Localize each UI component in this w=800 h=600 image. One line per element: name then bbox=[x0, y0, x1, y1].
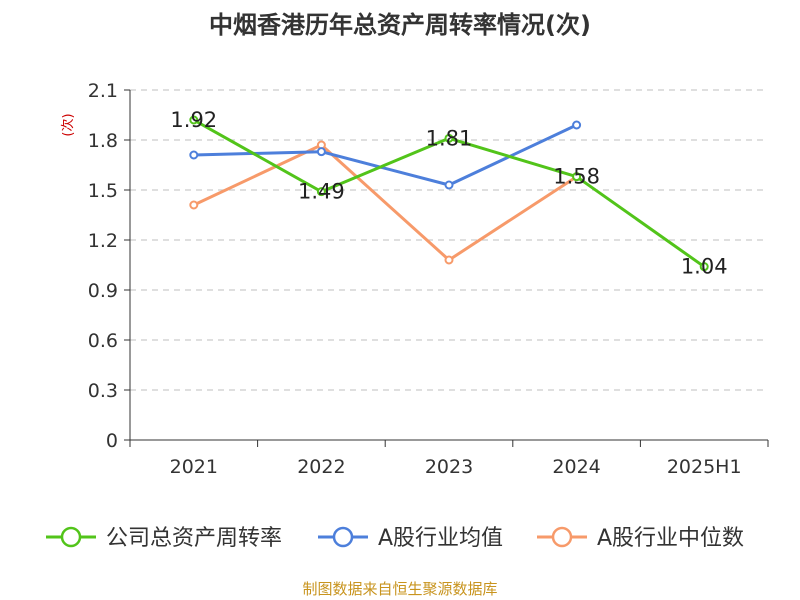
chart-title: 中烟香港历年总资产周转率情况(次) bbox=[209, 11, 591, 39]
x-tick-label: 2021 bbox=[170, 456, 218, 478]
y-tick-label: 1.2 bbox=[88, 230, 118, 252]
data-point bbox=[316, 187, 326, 197]
data-point bbox=[189, 200, 199, 210]
data-point bbox=[444, 133, 454, 143]
source-note: 制图数据来自恒生聚源数据库 bbox=[302, 580, 497, 598]
data-point bbox=[572, 172, 582, 182]
y-tick-label: 0.3 bbox=[88, 380, 118, 402]
data-point bbox=[444, 180, 454, 190]
y-tick-label: 0.6 bbox=[88, 330, 118, 352]
data-label: 1.81 bbox=[426, 126, 473, 150]
x-tick-label: 2022 bbox=[297, 456, 345, 478]
legend-marker bbox=[551, 526, 573, 548]
data-point bbox=[444, 255, 454, 265]
legend-label: A股行业中位数 bbox=[597, 526, 744, 551]
y-tick-label: 0 bbox=[106, 430, 118, 452]
x-tick-label: 2025H1 bbox=[667, 456, 742, 478]
data-point bbox=[316, 147, 326, 157]
data-label: 1.49 bbox=[298, 180, 345, 204]
legend-marker bbox=[60, 526, 82, 548]
x-tick-label: 2023 bbox=[425, 456, 473, 478]
series-lines bbox=[189, 115, 709, 272]
data-label: 1.58 bbox=[553, 165, 600, 189]
y-tick-label: 0.9 bbox=[88, 280, 118, 302]
legend-marker bbox=[332, 526, 354, 548]
data-labels: 1.92 1.49 1.81 1.58 1.04 bbox=[170, 108, 727, 279]
legend-label: A股行业均值 bbox=[378, 526, 503, 551]
legend-item[interactable]: A股行业中位数 bbox=[537, 526, 744, 551]
data-label: 1.04 bbox=[681, 255, 728, 279]
y-tick-label: 1.5 bbox=[88, 180, 118, 202]
y-tick-label: 2.1 bbox=[88, 80, 118, 102]
legend-item[interactable]: 公司总资产周转率 bbox=[46, 526, 282, 551]
legend-item[interactable]: A股行业均值 bbox=[318, 526, 503, 551]
legend[interactable]: 公司总资产周转率 A股行业均值 A股行业中位数 bbox=[46, 526, 744, 551]
data-label: 1.92 bbox=[170, 108, 217, 132]
legend-label: 公司总资产周转率 bbox=[106, 526, 282, 551]
data-point bbox=[189, 150, 199, 160]
y-axis-label: (次) bbox=[60, 113, 76, 136]
series-line bbox=[192, 123, 579, 187]
data-point bbox=[189, 115, 199, 125]
axes: 0 0.3 0.6 0.9 1.2 1.5 1.8 2.1 2021 2022 2023 2024 20… bbox=[88, 80, 769, 478]
x-tick-label: 2024 bbox=[552, 456, 600, 478]
data-point bbox=[699, 262, 709, 272]
gridlines bbox=[130, 89, 768, 391]
data-point bbox=[572, 120, 582, 130]
y-tick-label: 1.8 bbox=[88, 130, 118, 152]
series-line bbox=[192, 143, 579, 262]
